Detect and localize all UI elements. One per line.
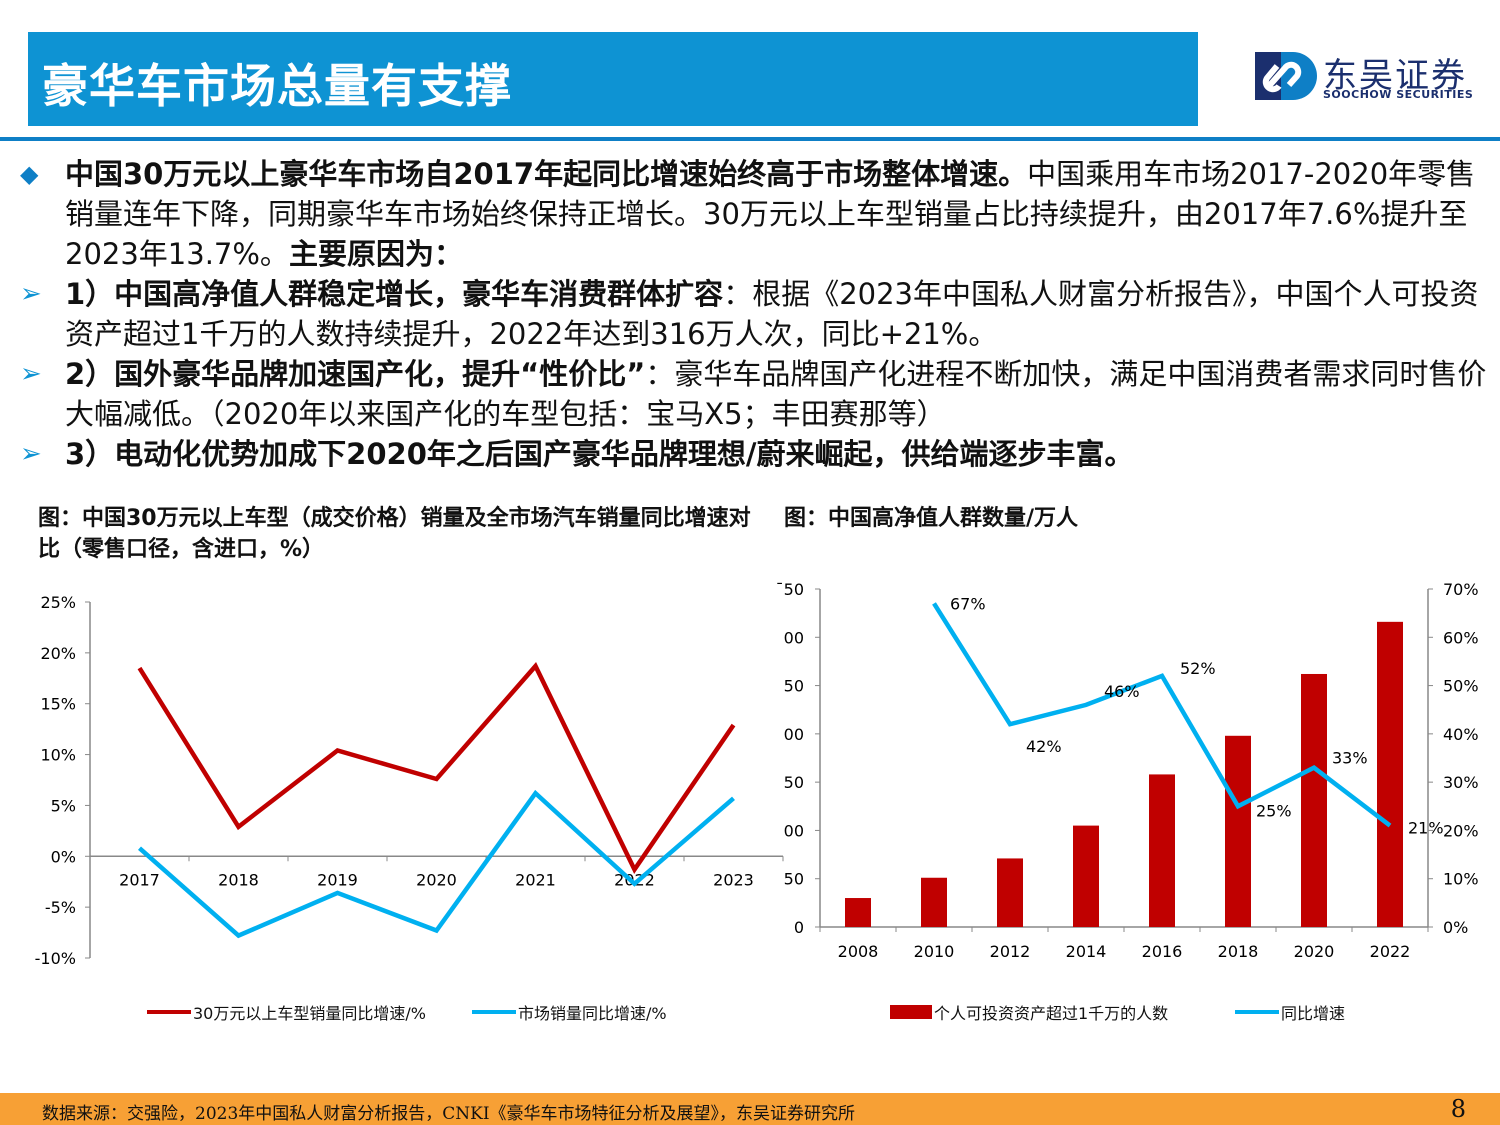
x-tick-label: 2021	[515, 870, 556, 889]
data-label: 21%	[1408, 819, 1444, 838]
legend-swatch	[1235, 1010, 1279, 1014]
chart2-legend-line: 同比增速	[1235, 1000, 1345, 1024]
x-tick-label: 2016	[1142, 942, 1183, 961]
data-label: 67%	[950, 594, 986, 613]
header-divider	[0, 137, 1500, 141]
y-left-tick-label: 0	[794, 918, 804, 937]
point-bold: 3）电动化优势加成下2020年之后国产豪华品牌理想/蔚来崛起，供给端逐步丰富。	[65, 437, 1134, 471]
y-right-tick-label: 0%	[1443, 918, 1468, 937]
chart1-title: 图：中国30万元以上车型（成交价格）销量及全市场汽车销量同比增速对比（零售口径，…	[38, 506, 751, 562]
point-bold: 2）国外豪华品牌加速国产化，提升“性价比”	[65, 357, 646, 391]
x-tick-label: 2018	[1218, 942, 1259, 961]
legend-label: 30万元以上车型销量同比增速/%	[193, 1004, 426, 1023]
x-tick-label: 2017	[119, 870, 160, 889]
y-left-tick-label: 00	[784, 725, 804, 744]
y-left-tick-label: 00	[784, 821, 804, 840]
point-text: ：根据《2023年中国私人财富分析报告》，中国个人可投资资产超过1千万的人数持续…	[65, 277, 1479, 351]
y-right-tick-label: 20%	[1443, 821, 1479, 840]
bullet-points: ◆ 中国30万元以上豪华车市场自2017年起同比增速始终高于市场整体增速。中国乘用…	[20, 154, 1495, 474]
point-3: ➢ 3）电动化优势加成下2020年之后国产豪华品牌理想/蔚来崛起，供给端逐步丰富。	[20, 434, 1495, 474]
footer: 数据来源：交强险，2023年中国私人财富分析报告，CNKI《豪华车市场特征分析及…	[0, 1093, 1500, 1125]
x-tick-label: 2019	[317, 870, 358, 889]
bar	[997, 858, 1023, 927]
bar	[1377, 621, 1403, 927]
title-banner: 豪华车市场总量有支撑	[28, 32, 1198, 126]
y-left-tick-label: 00	[784, 628, 804, 647]
y-tick-label: 25%	[40, 593, 76, 612]
x-tick-label: 2014	[1066, 942, 1107, 961]
page-title: 豪华车市场总量有支撑	[42, 59, 512, 113]
legend-swatch	[147, 1010, 191, 1014]
bar	[921, 877, 947, 927]
point-1: ➢ 1）中国高净值人群稳定增长，豪华车消费群体扩容：根据《2023年中国私人财富分…	[20, 274, 1495, 354]
bar	[1301, 673, 1327, 927]
chart1-legend-blue: 市场销量同比增速/%	[472, 1000, 667, 1024]
x-tick-label: 2012	[990, 942, 1031, 961]
y-right-tick-label: 70%	[1443, 580, 1479, 599]
y-left-tick-label: 50	[784, 677, 804, 696]
arrow-bullet-icon: ➢	[20, 279, 42, 309]
x-tick-label: 2010	[914, 942, 955, 961]
legend-label: 个人可投资资产超过1千万的人数	[934, 1004, 1169, 1023]
legend-swatch	[890, 1005, 932, 1019]
page-number: 8	[1450, 1095, 1466, 1123]
x-tick-label: 2023	[713, 870, 754, 889]
point-2: ➢ 2）国外豪华品牌加速国产化，提升“性价比”：豪华车品牌国产化进程不断加快，满足…	[20, 354, 1495, 434]
point-text: 中国乘用车市场2017-2020年零售销量连年下降，同期豪华车市场始终保持正增长…	[65, 157, 1476, 271]
bar	[1149, 774, 1175, 927]
data-label: 46%	[1104, 682, 1140, 701]
data-label: 42%	[1026, 737, 1062, 756]
x-tick-label: 2008	[838, 942, 879, 961]
data-label: 33%	[1332, 749, 1368, 768]
x-tick-label: 2018	[218, 870, 259, 889]
y-tick-label: 20%	[40, 644, 76, 663]
series-line-0	[137, 662, 736, 874]
point-tail: 主要原因为：	[288, 237, 463, 271]
y-right-tick-label: 10%	[1443, 870, 1479, 889]
y-right-tick-label: 50%	[1443, 677, 1479, 696]
data-source: 数据来源：交强险，2023年中国私人财富分析报告，CNKI《豪华车市场特征分析及…	[42, 1104, 856, 1124]
y-tick-label: 5%	[51, 796, 76, 815]
point-main: ◆ 中国30万元以上豪华车市场自2017年起同比增速始终高于市场整体增速。中国乘用…	[20, 154, 1495, 274]
chart2-title: 图：中国高净值人群数量/万人	[784, 506, 1079, 531]
data-label: 52%	[1180, 659, 1216, 678]
y-left-tick-label: ˉ50	[776, 580, 804, 599]
y-tick-label: -5%	[45, 898, 76, 917]
bar	[1073, 825, 1099, 927]
soochow-logo-icon	[1255, 52, 1317, 100]
growth-line	[932, 602, 1392, 828]
logo-en: SOOCHOW SECURITIES	[1323, 88, 1474, 101]
x-tick-label: 2022	[1370, 942, 1411, 961]
y-right-tick-label: 30%	[1443, 773, 1479, 792]
point-bold: 中国30万元以上豪华车市场自2017年起同比增速始终高于市场整体增速。	[65, 157, 1028, 191]
chart1-legend-red: 30万元以上车型销量同比增速/%	[147, 1000, 426, 1024]
y-right-tick-label: 40%	[1443, 725, 1479, 744]
y-left-tick-label: 50	[784, 870, 804, 889]
y-right-tick-label: 60%	[1443, 628, 1479, 647]
logo-cn: 东吴证券	[1323, 56, 1467, 96]
legend-swatch	[472, 1010, 516, 1014]
arrow-bullet-icon: ➢	[20, 359, 42, 389]
diamond-bullet-icon: ◆	[20, 160, 39, 188]
y-tick-label: -10%	[35, 949, 76, 968]
y-tick-label: 0%	[51, 847, 76, 866]
y-tick-label: 10%	[40, 746, 76, 765]
point-text: ：豪华车品牌国产化进程不断加快，满足中国消费者需求同时售价大幅减低。（2020年…	[65, 357, 1487, 431]
data-label: 25%	[1256, 801, 1292, 820]
chart2-legend-bar: 个人可投资资产超过1千万的人数	[890, 1000, 1168, 1024]
x-tick-label: 2020	[1294, 942, 1335, 961]
point-bold: 1）中国高净值人群稳定增长，豪华车消费群体扩容	[65, 277, 724, 311]
legend-label: 同比增速	[1281, 1004, 1346, 1023]
x-tick-label: 2020	[416, 870, 457, 889]
legend-label: 市场销量同比增速/%	[518, 1004, 667, 1023]
company-logo: 东吴证券 SOOCHOW SECURITIES	[1255, 52, 1485, 102]
bar	[845, 898, 871, 927]
y-left-tick-label: 50	[784, 773, 804, 792]
y-tick-label: 15%	[40, 695, 76, 714]
arrow-bullet-icon: ➢	[20, 439, 42, 469]
bar	[1225, 735, 1251, 927]
